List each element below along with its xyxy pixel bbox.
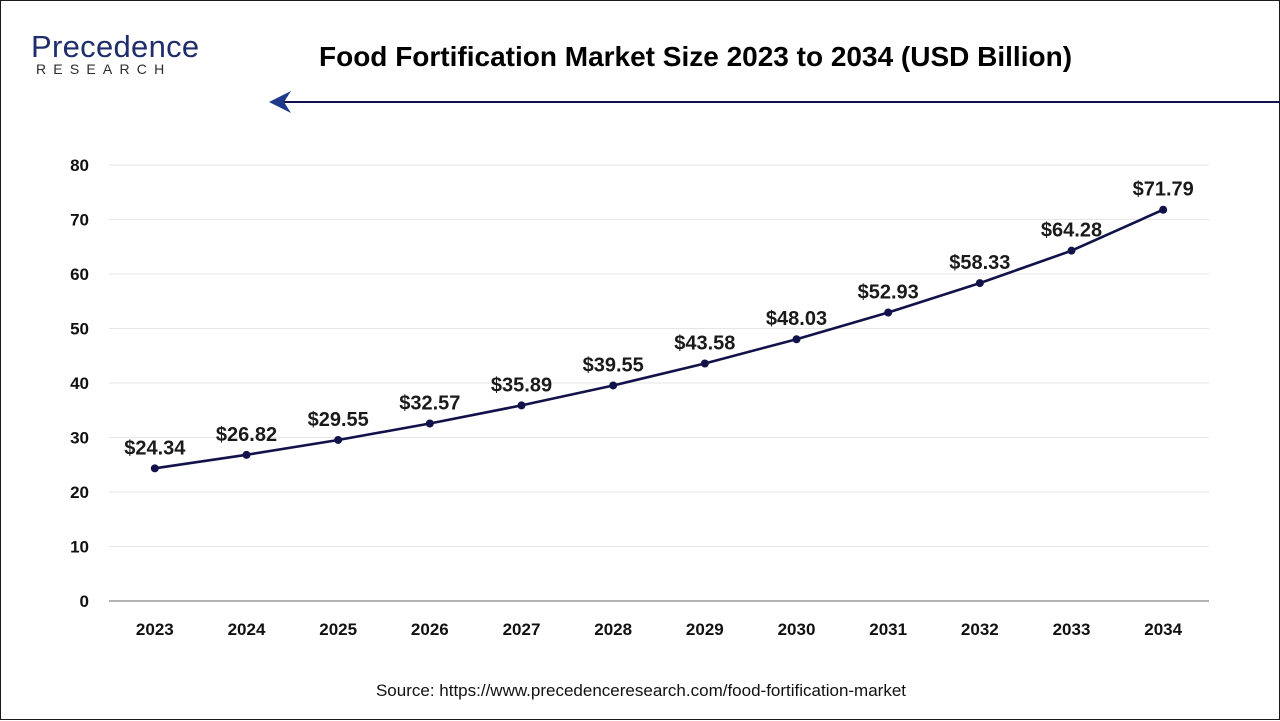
data-point [425,419,434,428]
x-tick-label: 2034 [1144,620,1182,639]
data-point [609,381,618,390]
data-point [884,308,893,317]
x-tick-label: 2032 [961,620,999,639]
y-tick-label: 70 [70,211,89,230]
data-point [517,401,526,410]
data-point [792,335,801,344]
x-tick-label: 2023 [136,620,174,639]
data-label: $32.57 [399,392,460,414]
data-point [1067,246,1076,255]
y-tick-label: 20 [70,483,89,502]
data-label: $58.33 [949,252,1010,274]
data-label: $43.58 [674,332,735,354]
y-tick-label: 50 [70,320,89,339]
x-tick-label: 2031 [869,620,907,639]
logo-wordmark: Precedence [31,29,200,64]
data-label: $64.28 [1041,220,1102,242]
y-tick-label: 60 [70,265,89,284]
x-tick-label: 2028 [594,620,632,639]
x-tick-label: 2027 [503,620,541,639]
x-tick-label: 2025 [319,620,357,639]
data-label: $39.55 [583,354,644,376]
x-tick-label: 2033 [1053,620,1091,639]
y-tick-label: 80 [70,156,89,175]
logo-subtitle: RESEARCH [36,61,172,77]
x-tick-label: 2030 [778,620,816,639]
data-point [242,450,251,459]
x-tick-label: 2029 [686,620,724,639]
data-point [1159,205,1168,214]
data-label: $48.03 [766,308,827,330]
y-tick-label: 0 [80,592,89,611]
data-point [334,435,343,444]
x-tick-label: 2026 [411,620,449,639]
data-label: $71.79 [1133,179,1194,201]
source-note: Source: https://www.precedenceresearch.c… [375,681,907,700]
data-point [975,279,984,288]
chart-title: Food Fortification Market Size 2023 to 2… [319,41,1073,72]
arrow-divider [269,91,1280,113]
y-tick-label: 30 [70,429,89,448]
arrow-left-icon [269,91,291,113]
data-label: $24.34 [124,437,186,459]
data-label: $52.93 [858,282,919,304]
y-tick-label: 10 [70,538,89,557]
data-point [150,464,159,473]
x-tick-label: 2024 [228,620,266,639]
series-line [154,208,1164,470]
data-label: $29.55 [308,409,369,431]
y-tick-label: 40 [70,374,89,393]
data-label: $26.82 [216,424,277,446]
data-point [700,359,709,368]
brand-logo: Precedence RESEARCH [31,29,231,89]
data-label: $35.89 [491,374,552,396]
